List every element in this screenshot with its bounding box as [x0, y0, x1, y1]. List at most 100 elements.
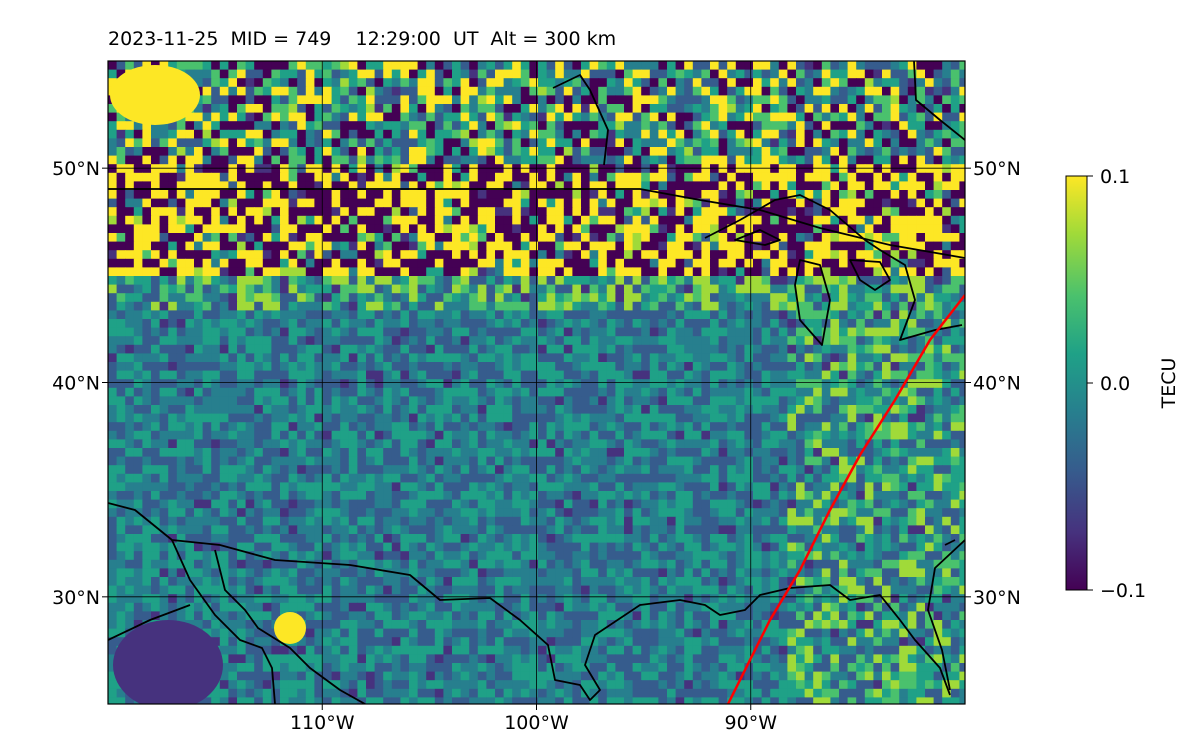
- tec-cell: [839, 327, 849, 337]
- tec-cell: [563, 172, 573, 182]
- tec-cell: [821, 181, 831, 191]
- tec-cell: [477, 319, 487, 329]
- tec-cell: [400, 344, 410, 354]
- tec-cell: [495, 155, 505, 165]
- tec-cell: [280, 224, 290, 234]
- tec-cell: [856, 190, 866, 200]
- tec-cell: [744, 95, 754, 105]
- tec-cell: [400, 129, 410, 139]
- tec-cell: [477, 387, 487, 397]
- tec-cell: [116, 250, 126, 260]
- tec-cell: [864, 482, 874, 492]
- tec-cell: [159, 327, 169, 337]
- tec-cell: [684, 456, 694, 466]
- tec-cell: [262, 284, 272, 294]
- tec-cell: [219, 215, 229, 225]
- tec-cell: [486, 198, 496, 208]
- tec-cell: [761, 465, 771, 475]
- tec-cell: [658, 190, 668, 200]
- tec-cell: [133, 387, 143, 397]
- tec-cell: [933, 336, 943, 346]
- tec-cell: [572, 181, 582, 191]
- tec-cell: [391, 250, 401, 260]
- tec-cell: [503, 301, 513, 311]
- tec-cell: [529, 129, 539, 139]
- tec-cell: [632, 439, 642, 449]
- tec-cell: [830, 482, 840, 492]
- tec-cell: [366, 112, 376, 122]
- tec-cell: [624, 241, 634, 251]
- tec-cell: [546, 465, 556, 475]
- tec-cell: [658, 147, 668, 157]
- tec-cell: [185, 129, 195, 139]
- tec-cell: [108, 310, 118, 320]
- tec-cell: [417, 215, 427, 225]
- tec-cell: [374, 95, 384, 105]
- tec-cell: [753, 284, 763, 294]
- tec-cell: [477, 78, 487, 88]
- tec-cell: [770, 129, 780, 139]
- tec-cell: [692, 129, 702, 139]
- tec-cell: [151, 336, 161, 346]
- tec-cell: [271, 336, 281, 346]
- tec-cell: [133, 456, 143, 466]
- tec-cell: [409, 336, 419, 346]
- tec-cell: [873, 155, 883, 165]
- tec-cell: [159, 61, 169, 71]
- tec-cell: [374, 456, 384, 466]
- tec-cell: [555, 181, 565, 191]
- tec-cell: [925, 465, 935, 475]
- tec-cell: [684, 267, 694, 277]
- tec-cell: [856, 129, 866, 139]
- tec-cell: [219, 267, 229, 277]
- tec-cell: [254, 112, 264, 122]
- tec-cell: [804, 86, 814, 96]
- tec-cell: [469, 379, 479, 389]
- tec-cell: [460, 422, 470, 432]
- tec-cell: [701, 267, 711, 277]
- tec-cell: [434, 267, 444, 277]
- tec-cell: [942, 86, 952, 96]
- tec-cell: [469, 61, 479, 71]
- tec-cell: [374, 86, 384, 96]
- tec-cell: [520, 155, 530, 165]
- tec-cell: [735, 413, 745, 423]
- tec-cell: [796, 86, 806, 96]
- tec-cell: [280, 430, 290, 440]
- tec-cell: [572, 69, 582, 79]
- tec-cell: [477, 267, 487, 277]
- tec-cell: [262, 224, 272, 234]
- tec-cell: [701, 344, 711, 354]
- tec-cell: [254, 336, 264, 346]
- tec-cell: [581, 310, 591, 320]
- tec-cell: [761, 198, 771, 208]
- tec-cell: [460, 370, 470, 380]
- tec-cell: [495, 241, 505, 251]
- tec-cell: [718, 448, 728, 458]
- tec-cell: [469, 482, 479, 492]
- tec-cell: [882, 422, 892, 432]
- tec-cell: [194, 78, 204, 88]
- tec-cell: [125, 319, 135, 329]
- tec-cell: [486, 155, 496, 165]
- tec-cell: [400, 233, 410, 243]
- tec-cell: [331, 267, 341, 277]
- tec-cell: [280, 69, 290, 79]
- tec-cell: [830, 370, 840, 380]
- tec-cell: [933, 121, 943, 131]
- tec-cell: [305, 198, 315, 208]
- tec-cell: [916, 147, 926, 157]
- tec-cell: [486, 276, 496, 286]
- tec-cell: [314, 396, 324, 406]
- tec-cell: [890, 164, 900, 174]
- tec-cell: [641, 250, 651, 260]
- tec-cell: [606, 456, 616, 466]
- tec-cell: [804, 121, 814, 131]
- tec-cell: [262, 190, 272, 200]
- tec-cell: [606, 250, 616, 260]
- tec-cell: [907, 104, 917, 114]
- tec-cell: [469, 69, 479, 79]
- tec-cell: [555, 129, 565, 139]
- tec-cell: [615, 396, 625, 406]
- tec-cell: [804, 138, 814, 148]
